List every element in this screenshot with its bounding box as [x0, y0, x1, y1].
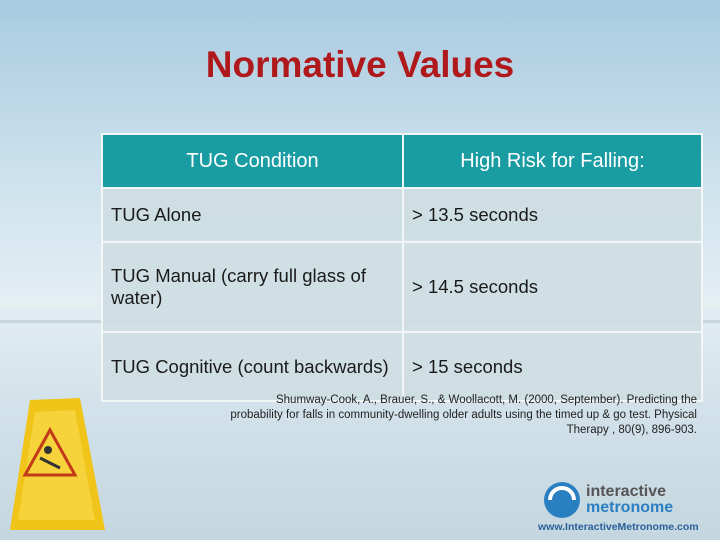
cell: TUG Cognitive (count backwards): [101, 331, 404, 402]
cell: > 13.5 seconds: [402, 187, 703, 243]
cell: TUG Manual (carry full glass of water): [101, 241, 404, 333]
cell: > 15 seconds: [402, 331, 703, 402]
logo-url: www.InteractiveMetronome.com: [537, 521, 699, 533]
citation-line: Therapy , 80(9), 896-903.: [566, 424, 697, 436]
citation-line: Shumway-Cook, A., Brauer, S., & Woollaco…: [275, 394, 697, 406]
cell: TUG Alone: [101, 187, 404, 243]
title: Normative Values: [205, 44, 515, 85]
citation: Shumway-Cook, A., Brauer, S., & Woollaco…: [177, 393, 697, 438]
logo-word: metronome: [586, 499, 673, 516]
wet-floor-sign: [10, 398, 105, 530]
column-header: TUG Condition: [101, 133, 404, 189]
citation-line: probability for falls in community-dwell…: [230, 409, 697, 421]
logo-word: interactive: [586, 483, 666, 500]
logo: interactive metronome www.InteractiveMet…: [537, 482, 699, 533]
column-header: High Risk for Falling:: [402, 133, 703, 189]
cell: > 14.5 seconds: [402, 241, 703, 333]
norms-table: TUG Condition High Risk for Falling: TUG…: [101, 133, 703, 402]
